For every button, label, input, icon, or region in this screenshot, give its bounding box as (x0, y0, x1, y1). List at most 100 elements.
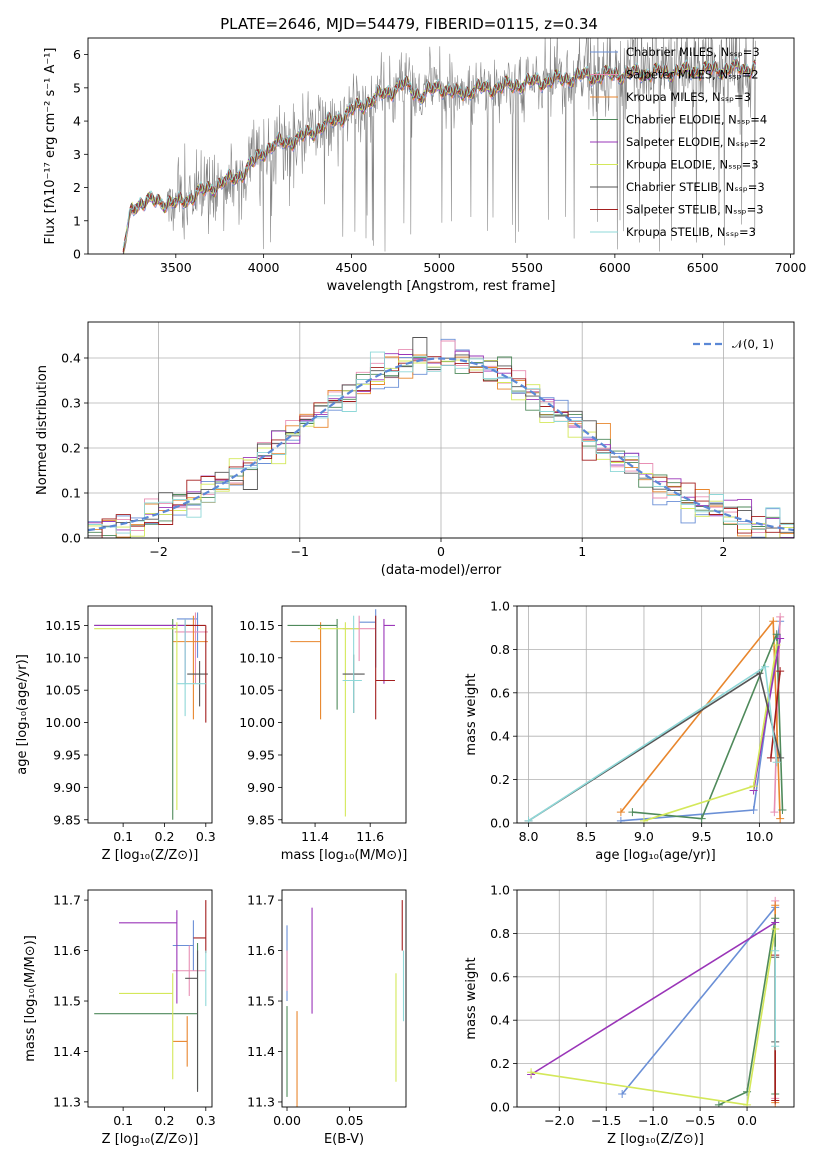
age-weight-series-line (528, 672, 781, 822)
z-weight-series (618, 903, 780, 1098)
ebv-mass-ytick-label: 11.7 (247, 893, 275, 908)
mass-age-xtick-label: 11.6 (356, 829, 384, 844)
age-weight-ytick-label: 0.2 (490, 772, 510, 787)
spectrum-ytick-label: 4 (73, 114, 81, 129)
age-weight-frame (516, 605, 795, 824)
age-weight-ytick-label: 0.6 (490, 685, 510, 700)
z-weight-ytick-label: 0.0 (490, 1100, 510, 1115)
z-age-point (94, 622, 178, 811)
mass-age-ytick-label: 9.95 (247, 747, 275, 762)
z-weight-marker (714, 1100, 723, 1107)
legend-entry: Salpeter STELIB, Nₛₛₚ=3 (626, 203, 764, 217)
z-mass-xtick-label: 0.2 (155, 1113, 175, 1128)
z-mass-ytick-label: 11.6 (53, 943, 81, 958)
spectrum-ytick-label: 0 (73, 247, 81, 262)
age-weight-series (524, 662, 781, 823)
z-age-point (176, 618, 206, 717)
z-mass-frame (87, 889, 213, 1108)
z-weight-panel: −2.0 −1.5 −1.0 −0.5 0.0 0.0 0.2 0.4 0.6 0.8 1.0 Z [… (464, 883, 795, 1147)
age-weight-ytick-label: 0.8 (490, 642, 510, 657)
legend-entry: Kroupa STELIB, Nₛₛₚ=3 (626, 225, 756, 239)
mass-age-ytick-label: 9.90 (247, 780, 275, 795)
z-age-point (174, 612, 208, 684)
spectrum-xlabel: wavelength [Angstrom, rest frame] (327, 279, 556, 294)
spectrum-plot-area (122, 38, 756, 254)
residual-legend: 𝒩(0, 1) (693, 337, 774, 351)
ebv-mass-xtick-label: 0.00 (273, 1113, 301, 1128)
age-weight-xtick-label: 9.0 (634, 829, 654, 844)
z-age-ytick-label: 9.90 (53, 780, 81, 795)
ebv-mass-ytick-label: 11.5 (247, 994, 275, 1009)
z-age-panel: 0.1 0.2 0.3 9.85 9.90 9.95 10.00 10.05 10.10 10.1… (15, 605, 216, 863)
z-weight-series (527, 925, 780, 1107)
age-weight-marker (749, 782, 758, 791)
z-weight-frame (516, 889, 795, 1108)
z-mass-point (185, 950, 199, 1092)
z-weight-xtick-label: 0.0 (737, 1113, 757, 1128)
z-age-ytick-label: 9.95 (53, 747, 81, 762)
z-mass-ytick-label: 11.3 (53, 1094, 81, 1109)
mass-age-point (383, 618, 395, 684)
z-weight-series (771, 946, 780, 1051)
z-weight-ytick-label: 0.2 (490, 1056, 510, 1071)
z-weight-marker (618, 1089, 627, 1098)
age-weight-series (616, 617, 785, 823)
mass-age-point (342, 615, 362, 713)
z-age-ytick-label: 10.10 (45, 650, 81, 665)
mass-age-ytick-label: 10.05 (239, 683, 275, 698)
z-age-xtick-label: 0.2 (155, 829, 175, 844)
z-age-point (176, 612, 199, 658)
z-age-ytick-label: 10.05 (45, 683, 81, 698)
ebv-mass-ytick-label: 11.6 (247, 943, 275, 958)
age-weight-marker (697, 814, 706, 823)
z-mass-point (119, 973, 174, 1080)
ebv-mass-frame (281, 889, 407, 1108)
legend-entry: Salpeter MILES, Nₛₛₚ=2 (626, 68, 759, 82)
mass-age-panel: 11.4 11.6 9.85 9.90 9.95 10.00 10.05 10.10 10.15… (239, 605, 407, 863)
mass-age-ytick-label: 10.10 (239, 650, 275, 665)
z-mass-xtick-label: 0.3 (196, 1113, 216, 1128)
z-weight-marker (527, 1068, 536, 1077)
spectrum-xtick-label: 5000 (423, 260, 455, 275)
residuals-ytick-label: 0.2 (61, 441, 81, 456)
residuals-plot-area (88, 337, 794, 538)
z-weight-ytick-label: 0.6 (490, 969, 510, 984)
mass-age-point (287, 618, 338, 710)
z-weight-marker (771, 1042, 780, 1051)
z-weight-xtick-label: −1.0 (638, 1113, 668, 1128)
age-weight-marker (772, 630, 781, 639)
legend-entry: Kroupa MILES, Nₛₛₚ=3 (626, 90, 751, 104)
residuals-ytick-label: 0.4 (61, 351, 81, 366)
ebv-mass-ytick-label: 11.4 (247, 1044, 275, 1059)
residuals-xtick-label: −1 (291, 544, 309, 559)
age-weight-series-line (770, 671, 781, 758)
age-weight-marker (524, 816, 533, 823)
spectrum-xtick-label: 5500 (511, 260, 543, 275)
z-weight-xtick-label: −1.5 (591, 1113, 621, 1128)
z-mass-point (193, 900, 207, 954)
z-weight-xtick-label: −0.5 (685, 1113, 715, 1128)
z-weight-series-line (530, 921, 776, 1076)
age-weight-marker (766, 753, 775, 762)
mass-age-point (290, 622, 322, 720)
age-weight-marker (628, 808, 637, 817)
z-weight-xtick-label: −2.0 (544, 1113, 574, 1128)
mass-age-ytick-label: 10.15 (239, 618, 275, 633)
age-weight-marker (616, 808, 625, 817)
legend-entry: Chabrier ELODIE, Nₛₛₚ=4 (626, 113, 767, 127)
z-mass-xtick-label: 0.1 (113, 1113, 133, 1128)
age-weight-marker (776, 634, 785, 643)
age-weight-marker (776, 814, 785, 823)
legend-entry: Salpeter ELODIE, Nₛₛₚ=2 (626, 135, 766, 149)
spectrum-xtick-label: 4000 (248, 260, 280, 275)
z-mass-plot-area (94, 900, 207, 1092)
residuals-ytick-label: 0.3 (61, 396, 81, 411)
z-weight-ytick-label: 0.8 (490, 926, 510, 941)
age-weight-series (628, 630, 787, 823)
age-weight-series-line (632, 633, 784, 820)
age-weight-marker (772, 758, 781, 767)
chart-title: PLATE=2646, MJD=54479, FIBERID=0115, z=0… (220, 15, 598, 33)
z-mass-xlabel: Z [log₁₀(Z/Z⊙)] (102, 1132, 199, 1147)
age-weight-marker (776, 753, 785, 762)
